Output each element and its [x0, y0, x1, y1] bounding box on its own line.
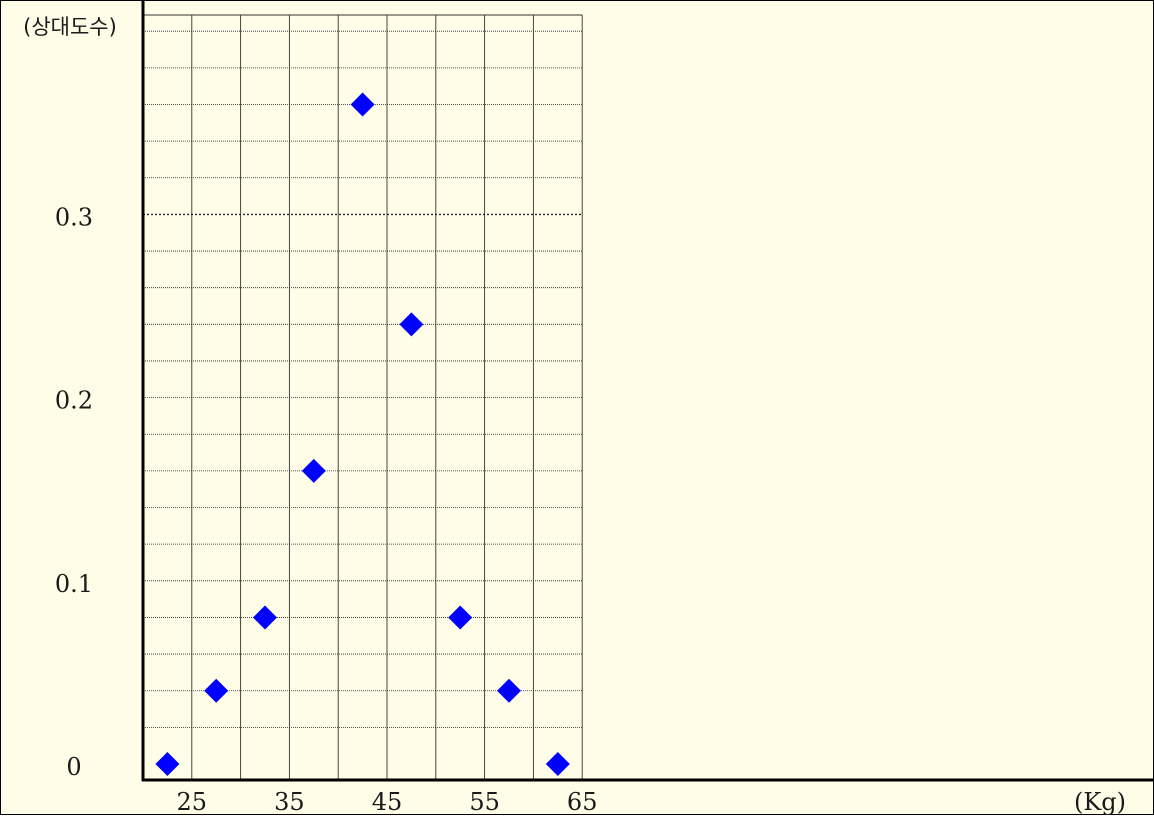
y-tick-label: 0.2	[55, 387, 93, 415]
x-tick-label: 25	[177, 788, 208, 815]
data-point	[204, 678, 229, 703]
data-point	[155, 752, 180, 776]
y-tick-label: 0.1	[55, 570, 93, 598]
data-point	[350, 92, 375, 117]
x-tick-label: 35	[274, 788, 305, 815]
data-point	[448, 605, 473, 630]
data-point	[253, 605, 277, 630]
x-tick-label: 55	[469, 788, 500, 815]
data-point	[301, 458, 326, 483]
data-point	[545, 752, 570, 776]
x-tick-label: 45	[372, 788, 403, 815]
y-tick-label: 0.3	[55, 203, 93, 231]
data-point	[497, 678, 521, 703]
y-tick-label: 0	[66, 753, 81, 781]
data-point	[399, 312, 424, 337]
x-axis-unit-label: (Kg)	[1074, 788, 1126, 815]
x-tick-label: 65	[567, 788, 598, 815]
y-axis-label: (상대도수)	[23, 15, 117, 39]
